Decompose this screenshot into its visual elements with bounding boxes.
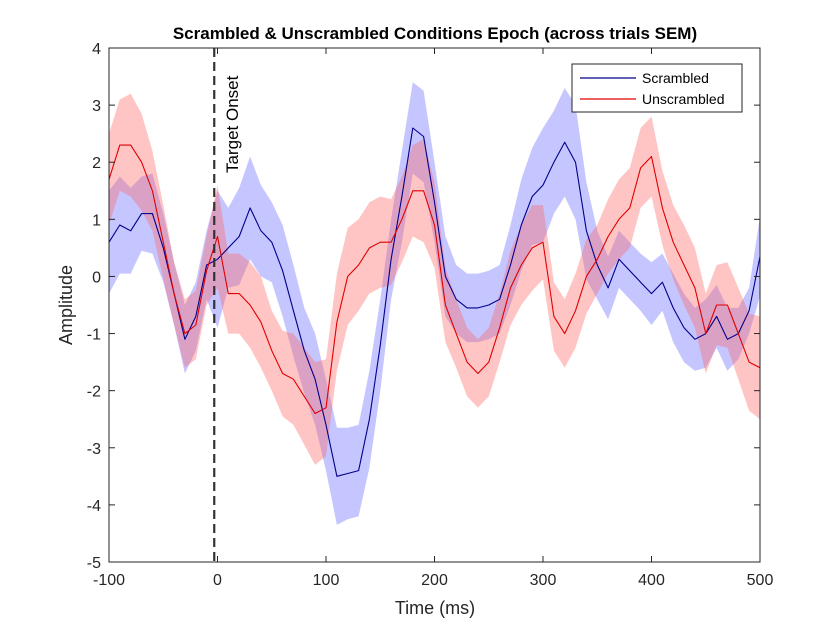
y-tick-label: 1: [92, 212, 101, 229]
y-tick-label: -5: [87, 555, 101, 572]
x-tick-label: 500: [747, 572, 774, 589]
plot-area: [109, 82, 760, 525]
y-tick-label: 2: [92, 155, 101, 172]
y-tick-label: -4: [87, 498, 101, 515]
legend-label-scrambled: Scrambled: [642, 70, 709, 86]
legend-label-unscrambled: Unscrambled: [642, 91, 724, 107]
y-tick-label: -2: [87, 384, 101, 401]
y-axis-label: Amplitude: [56, 265, 76, 345]
chart-title: Scrambled & Unscrambled Conditions Epoch…: [173, 24, 697, 43]
y-tick-label: 0: [92, 269, 101, 286]
legend: Scrambled Unscrambled: [571, 63, 743, 113]
sem-band-scrambled: [109, 82, 760, 525]
legend-box: [571, 63, 743, 113]
target-onset-label: Target Onset: [223, 75, 242, 173]
x-tick-label: 100: [313, 572, 340, 589]
x-tick-label: 300: [530, 572, 557, 589]
series-line-scrambled: [109, 127, 760, 477]
x-tick-label: 400: [638, 572, 665, 589]
x-tick-label: 0: [213, 572, 222, 589]
y-tick-label: 4: [92, 41, 101, 58]
series-line-unscrambled: [109, 144, 760, 415]
y-tick-label: -3: [87, 441, 101, 458]
x-axis-label: Time (ms): [395, 598, 475, 618]
y-tick-label: -1: [87, 327, 101, 344]
x-tick-label: 200: [421, 572, 448, 589]
y-tick-label: 3: [92, 98, 101, 115]
x-tick-label: -100: [93, 572, 125, 589]
sem-band-unscrambled: [109, 93, 760, 465]
